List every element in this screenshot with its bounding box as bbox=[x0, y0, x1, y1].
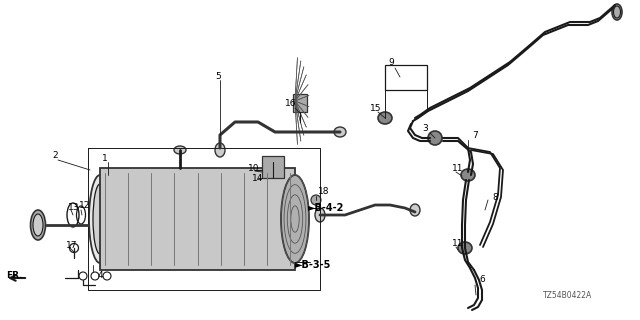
Bar bbox=[100, 168, 295, 270]
Ellipse shape bbox=[281, 175, 309, 263]
Text: 11: 11 bbox=[452, 238, 463, 247]
Ellipse shape bbox=[215, 143, 225, 157]
Ellipse shape bbox=[458, 242, 472, 254]
Text: FR.: FR. bbox=[6, 271, 22, 281]
Text: TZ54B0422A: TZ54B0422A bbox=[543, 291, 592, 300]
Ellipse shape bbox=[33, 214, 43, 236]
Text: 1: 1 bbox=[102, 154, 108, 163]
Text: 16: 16 bbox=[285, 99, 296, 108]
Bar bbox=[262, 156, 284, 178]
Ellipse shape bbox=[612, 4, 622, 20]
Ellipse shape bbox=[410, 204, 420, 216]
Ellipse shape bbox=[174, 146, 186, 154]
Text: ►B-4-2: ►B-4-2 bbox=[308, 203, 344, 213]
Ellipse shape bbox=[89, 175, 111, 263]
Text: 6: 6 bbox=[479, 276, 484, 284]
Text: 18: 18 bbox=[318, 188, 330, 196]
Circle shape bbox=[311, 195, 321, 205]
Ellipse shape bbox=[93, 184, 107, 254]
Text: 12: 12 bbox=[79, 201, 90, 210]
Text: 9: 9 bbox=[388, 58, 394, 67]
Text: 5: 5 bbox=[215, 71, 221, 81]
Ellipse shape bbox=[428, 131, 442, 145]
Ellipse shape bbox=[334, 127, 346, 137]
Bar bbox=[385, 65, 427, 90]
Text: 14: 14 bbox=[252, 173, 264, 182]
Ellipse shape bbox=[461, 169, 475, 181]
Text: 11: 11 bbox=[452, 164, 463, 172]
Text: ►B-3-5: ►B-3-5 bbox=[295, 260, 332, 270]
Text: 10: 10 bbox=[248, 164, 259, 172]
Text: 17: 17 bbox=[66, 241, 77, 250]
Ellipse shape bbox=[315, 208, 325, 222]
Ellipse shape bbox=[31, 210, 45, 240]
Text: 4: 4 bbox=[98, 271, 104, 281]
Text: 7: 7 bbox=[472, 131, 477, 140]
Bar bbox=[293, 94, 307, 112]
Text: 2: 2 bbox=[52, 150, 58, 159]
Ellipse shape bbox=[378, 112, 392, 124]
Text: 15: 15 bbox=[370, 103, 381, 113]
Text: 13: 13 bbox=[68, 203, 79, 212]
Text: 8: 8 bbox=[492, 194, 498, 203]
Text: 3: 3 bbox=[422, 124, 428, 132]
